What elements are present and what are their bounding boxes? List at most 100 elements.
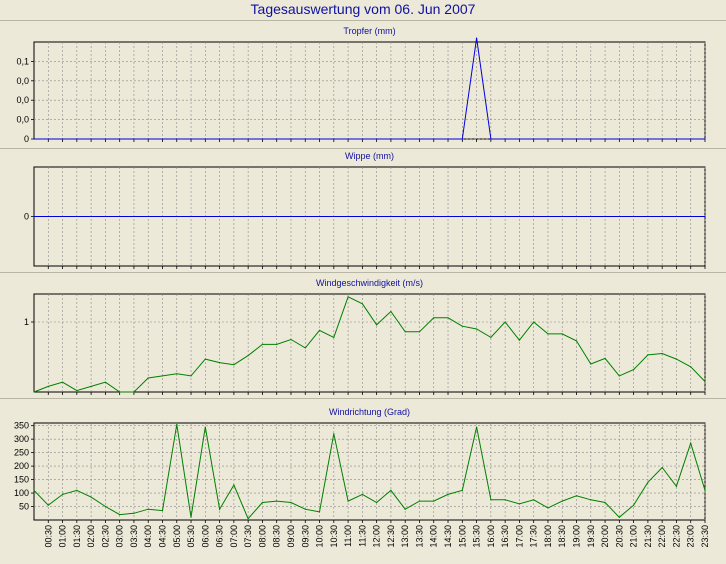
x-tick-label: 21:30 xyxy=(643,525,653,548)
data-point xyxy=(518,138,521,140)
plot-area xyxy=(33,422,706,521)
x-tick-label: 02:00 xyxy=(86,525,96,548)
y-tick-label: 0 xyxy=(24,212,29,222)
x-tick-label: 10:30 xyxy=(329,525,339,548)
x-tick-label: 22:00 xyxy=(657,525,667,548)
data-point xyxy=(447,493,449,496)
data-point xyxy=(61,138,64,140)
data-point xyxy=(276,343,278,345)
x-tick-label: 19:30 xyxy=(586,525,596,548)
data-point xyxy=(575,138,578,140)
x-tick-label: 07:00 xyxy=(229,525,239,548)
data-point xyxy=(204,358,206,360)
data-point xyxy=(533,138,535,140)
y-tick-label: 100 xyxy=(14,488,29,498)
x-tick-label: 16:30 xyxy=(500,525,510,548)
x-tick-label: 01:30 xyxy=(72,525,82,548)
series-line xyxy=(34,38,705,140)
data-point xyxy=(461,138,463,140)
data-point xyxy=(618,516,620,518)
data-point xyxy=(333,138,335,140)
data-point xyxy=(247,518,249,520)
data-point xyxy=(61,381,64,383)
data-point xyxy=(533,321,535,323)
data-point xyxy=(304,508,306,510)
y-tick-label: 200 xyxy=(14,461,29,471)
data-point xyxy=(218,508,221,510)
data-point xyxy=(490,138,492,140)
data-point xyxy=(361,303,363,305)
data-point xyxy=(590,363,592,365)
x-tick-label: 06:30 xyxy=(215,525,225,548)
data-point xyxy=(504,138,506,140)
x-tick-label: 20:30 xyxy=(614,525,624,548)
data-point xyxy=(518,503,521,505)
data-point xyxy=(547,507,549,509)
y-tick-label: 0 xyxy=(24,134,29,144)
x-tick-label: 15:30 xyxy=(472,525,482,548)
y-tick-label: 0,1 xyxy=(16,56,29,66)
data-point xyxy=(276,138,278,140)
x-tick-label: 15:00 xyxy=(457,525,467,548)
x-tick-label: 02:30 xyxy=(100,525,110,548)
data-point xyxy=(475,328,478,330)
data-point xyxy=(618,138,620,140)
data-point xyxy=(76,489,78,491)
y-tick-label: 350 xyxy=(14,421,29,431)
data-point xyxy=(204,138,206,140)
data-point xyxy=(461,489,463,491)
y-tick-label: 0,0 xyxy=(16,95,29,105)
x-tick-label: 23:30 xyxy=(700,525,710,548)
data-point xyxy=(90,496,92,498)
x-tick-label: 12:30 xyxy=(386,525,396,548)
data-point xyxy=(318,329,321,331)
data-point xyxy=(119,514,121,516)
x-tick-label: 23:00 xyxy=(686,525,696,548)
data-point xyxy=(290,138,292,140)
page-title: Tagesauswertung vom 06. Jun 2007 xyxy=(250,1,476,17)
data-point xyxy=(119,391,121,393)
data-point xyxy=(490,499,492,501)
data-point xyxy=(204,426,206,428)
data-point xyxy=(376,501,378,504)
x-tick-label: 04:30 xyxy=(157,525,167,548)
data-point xyxy=(176,373,178,375)
data-point xyxy=(333,336,335,338)
data-point xyxy=(418,138,421,140)
data-point xyxy=(47,138,49,140)
data-point xyxy=(147,508,149,510)
data-point xyxy=(33,138,35,140)
divider xyxy=(0,20,726,21)
data-point xyxy=(361,138,363,140)
data-point xyxy=(447,317,449,319)
data-point xyxy=(404,138,406,140)
data-point xyxy=(347,296,349,298)
data-point xyxy=(547,333,549,335)
y-tick-label: 300 xyxy=(14,434,29,444)
y-tick-label: 50 xyxy=(19,502,29,512)
data-point xyxy=(504,321,506,323)
data-point xyxy=(161,138,164,140)
x-tick-label: 20:00 xyxy=(600,525,610,548)
data-point xyxy=(218,362,221,364)
x-tick-label: 17:00 xyxy=(514,525,524,548)
data-point xyxy=(233,138,235,140)
data-point xyxy=(547,138,549,140)
data-point xyxy=(518,339,521,341)
data-point xyxy=(190,375,192,377)
data-point xyxy=(347,138,349,140)
chart-title: Windgeschwindigkeit (m/s) xyxy=(316,278,423,288)
data-point xyxy=(561,333,563,335)
x-tick-label: 21:00 xyxy=(629,525,639,548)
data-point xyxy=(575,340,578,342)
data-point xyxy=(590,499,592,501)
data-point xyxy=(318,511,321,513)
x-tick-label: 22:30 xyxy=(671,525,681,548)
chart-title: Wippe (mm) xyxy=(345,151,394,161)
y-tick-label: 0,0 xyxy=(16,76,29,86)
data-point xyxy=(133,512,135,514)
data-point xyxy=(147,138,149,140)
chart-title: Windrichtung (Grad) xyxy=(329,407,410,417)
